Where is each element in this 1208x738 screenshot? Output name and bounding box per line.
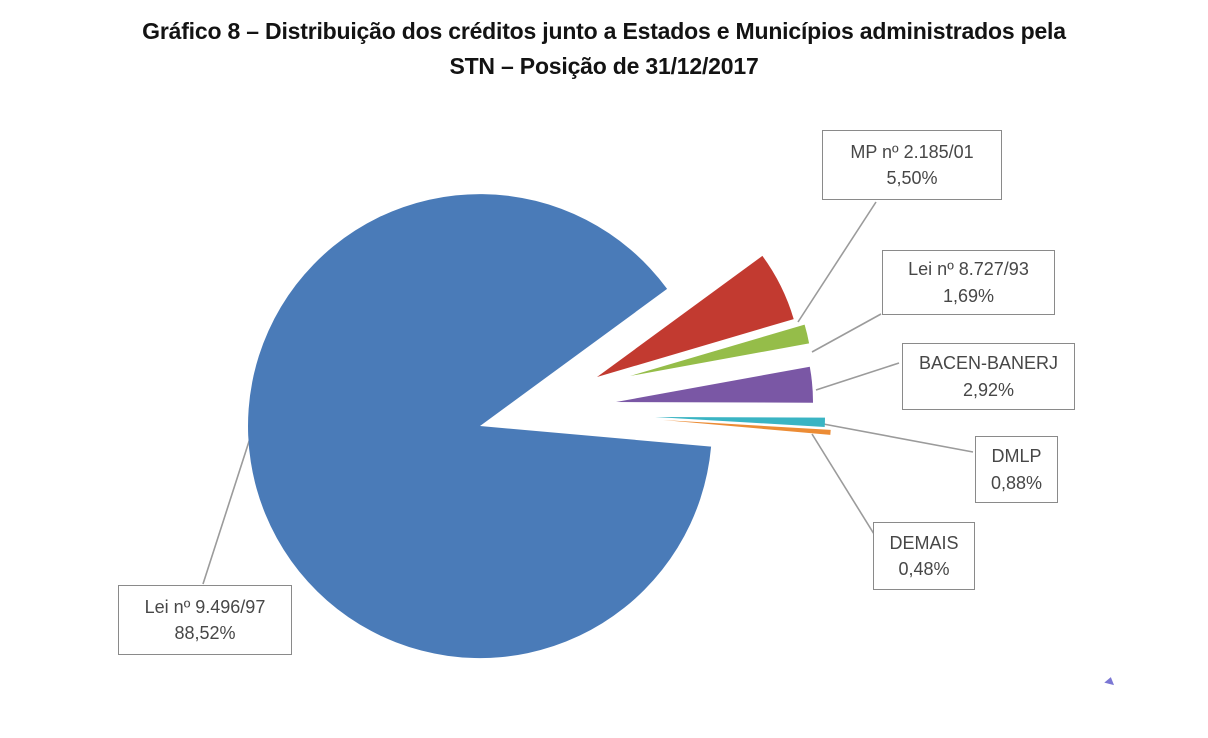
leader-line-mp-2185-01 xyxy=(797,201,877,323)
pie-slice-demais xyxy=(663,420,831,435)
callout-label: DEMAIS xyxy=(889,532,959,553)
callout-demais: DEMAIS 0,48% xyxy=(873,522,975,590)
pie-slice-mp-2185-01 xyxy=(597,255,794,377)
leader-line-lei-8727-93 xyxy=(811,313,882,353)
callout-value: 5,50% xyxy=(886,168,938,188)
callout-value: 88,52% xyxy=(174,623,236,643)
callout-dmlp: DMLP 0,88% xyxy=(975,436,1058,503)
callout-value: 2,92% xyxy=(962,379,1015,400)
callout-label: Lei nº 8.727/93 xyxy=(908,259,1029,280)
callout-lei-8727-93: Lei nº 8.727/93 1,69% xyxy=(882,250,1055,315)
leader-line-bacen-banerj xyxy=(815,362,900,391)
callout-value: 0,48% xyxy=(898,559,950,579)
chart-title-line2: STN – Posição de 31/12/2017 xyxy=(449,52,759,79)
pie-slice-lei-9496-97 xyxy=(248,194,712,659)
callout-label: MP nº 2.185/01 xyxy=(850,141,974,162)
leader-line-dmlp xyxy=(817,422,974,453)
pie-slice-dmlp xyxy=(655,417,825,427)
pie-slice-lei-8727-93 xyxy=(630,324,810,376)
chart-title-line1: Gráfico 8 – Distribuição dos créditos ju… xyxy=(142,18,1066,44)
callout-value: 0,88% xyxy=(990,472,1043,493)
pie-slice-bacen-banerj xyxy=(616,366,814,403)
chart-title: Gráfico 8 – Distribuição dos créditos ju… xyxy=(0,14,1208,83)
callout-label: DMLP xyxy=(991,446,1042,467)
callout-label: Lei nº 9.496/97 xyxy=(144,596,266,617)
callout-lei-9496-97: Lei nº 9.496/97 88,52% xyxy=(118,585,292,655)
leader-line-lei-9496-97 xyxy=(202,428,254,585)
callout-value: 1,69% xyxy=(942,285,995,306)
callout-bacen-banerj: BACEN-BANERJ 2,92% xyxy=(902,343,1075,410)
leader-line-demais xyxy=(811,433,875,535)
callout-label: BACEN-BANERJ xyxy=(918,353,1059,374)
callout-mp-2185-01: MP nº 2.185/01 5,50% xyxy=(822,130,1002,200)
